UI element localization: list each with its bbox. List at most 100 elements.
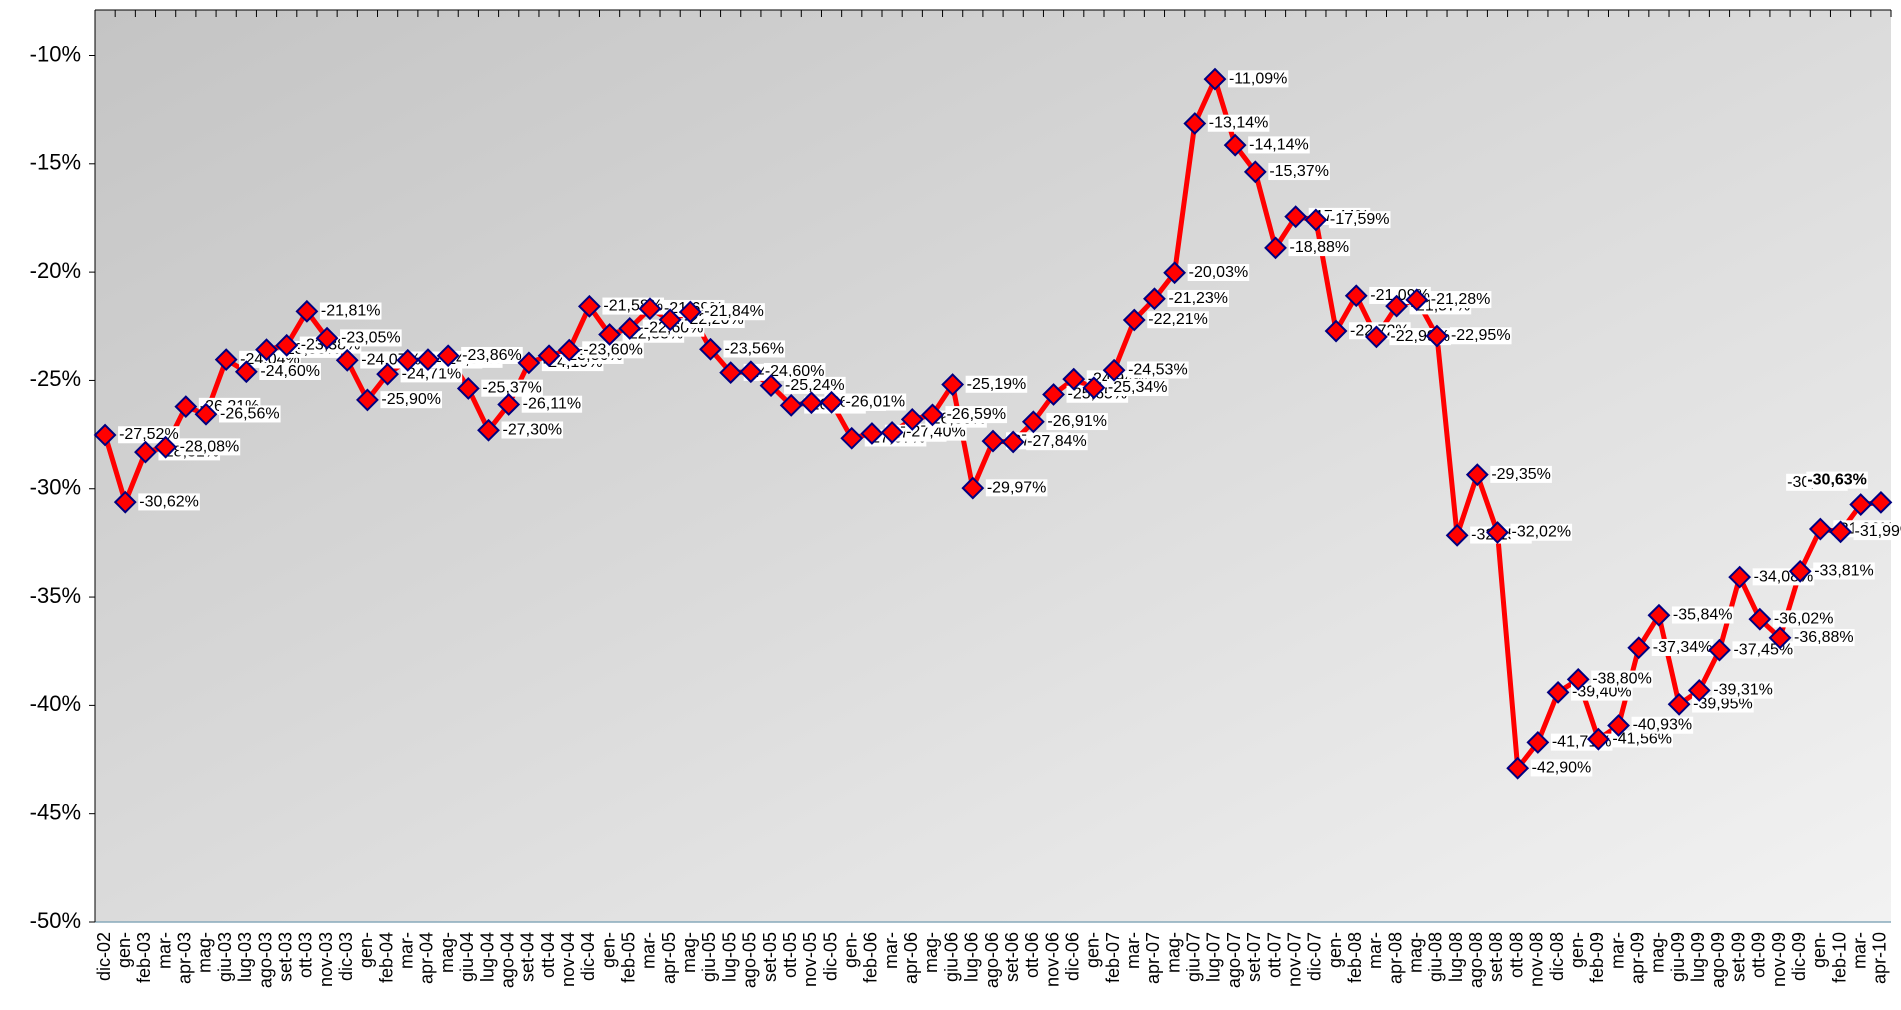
x-tick-label: mar- — [639, 932, 659, 969]
data-label-bg — [1712, 681, 1774, 699]
data-label-group: -26,56% — [218, 405, 281, 423]
marker — [981, 429, 1005, 453]
marker — [174, 395, 198, 419]
x-tick-label: nov-04 — [558, 932, 578, 987]
data-label-bg — [1806, 471, 1868, 489]
marker — [1849, 493, 1873, 516]
x-tick-label: mar- — [1849, 932, 1869, 969]
data-label-bg — [1571, 683, 1633, 701]
x-tick-label: dic-02 — [94, 932, 114, 981]
data-label: -25,37% — [482, 380, 542, 397]
data-label-group: -11,09% — [1227, 70, 1289, 88]
data-label: -25,90% — [381, 391, 441, 408]
data-label-group: -25,34% — [1106, 379, 1169, 397]
marker — [154, 435, 178, 459]
data-label-bg — [703, 303, 765, 321]
data-label-group: -14,14% — [1248, 136, 1310, 154]
data-label: -31,99% — [1855, 523, 1901, 540]
data-label-group: -36,02% — [1772, 610, 1835, 628]
data-label: -40,93% — [1633, 717, 1693, 734]
x-tick-label: apr-06 — [901, 932, 921, 984]
data-label-bg — [1207, 114, 1270, 132]
x-tick-label: dic-08 — [1547, 932, 1567, 981]
marker — [1728, 565, 1752, 589]
marker — [1768, 626, 1792, 650]
data-label-bg — [1631, 716, 1694, 734]
x-tick-label: dic-03 — [336, 932, 356, 981]
data-label-group: -25,90% — [380, 391, 443, 409]
x-tick-label: giu-07 — [1184, 932, 1204, 982]
data-label: -21,28% — [1431, 291, 1491, 308]
data-label-bg — [138, 493, 200, 511]
marker — [840, 426, 864, 450]
x-tick-label: set-05 — [760, 932, 780, 982]
data-label: -21,23% — [1168, 290, 1228, 307]
marker — [1223, 133, 1247, 157]
data-label-bg — [521, 395, 583, 413]
data-label-group: -25,24% — [784, 376, 846, 394]
x-tick-label: giu-09 — [1668, 932, 1688, 982]
data-label-group: -15,37% — [1268, 163, 1330, 181]
marker — [356, 388, 379, 412]
marker — [1647, 603, 1671, 627]
x-tick-label: mar- — [154, 932, 174, 969]
data-label-group: -25,37% — [481, 379, 543, 397]
x-tick-label: ago-07 — [1224, 932, 1244, 988]
x-tick-label: mag- — [679, 932, 699, 973]
data-label-bg — [501, 421, 564, 439]
data-label-group: -23,05% — [340, 329, 402, 347]
x-tick-label: ago-09 — [1708, 932, 1728, 988]
x-tick-label: apr-09 — [1628, 932, 1648, 984]
x-tick-label: mar- — [1123, 932, 1143, 969]
x-tick-label: gen- — [598, 932, 618, 968]
data-label-bg — [1046, 413, 1108, 431]
x-tick-label: nov-09 — [1769, 932, 1789, 987]
x-tick-label: giu-08 — [1426, 932, 1446, 982]
marker — [1243, 160, 1267, 184]
x-tick-label: giu-05 — [699, 932, 719, 982]
data-label-group: -27,40% — [905, 423, 967, 441]
marker — [1486, 521, 1509, 544]
data-label: -39,40% — [1572, 684, 1632, 701]
marker — [194, 402, 218, 426]
marker — [1324, 319, 1348, 343]
y-tick-label: -35% — [30, 583, 81, 608]
x-tick-label: apr-10 — [1870, 932, 1890, 984]
data-label-bg — [763, 362, 826, 381]
x-tick-label: lug-08 — [1446, 932, 1466, 982]
x-tick-label: mag- — [921, 932, 941, 973]
marker — [1042, 383, 1065, 406]
x-tick-label: ago-03 — [255, 932, 275, 988]
x-tick-label: feb-09 — [1587, 932, 1607, 983]
x-tick-label: feb-08 — [1345, 932, 1365, 983]
x-tick-label: set-08 — [1486, 932, 1506, 982]
x-tick-label: ago-04 — [497, 932, 517, 988]
x-tick-label: ott-04 — [538, 932, 558, 978]
x-tick-label: dic-06 — [1062, 932, 1082, 981]
data-label: -18,88% — [1290, 239, 1350, 256]
data-label: -32,02% — [1511, 524, 1571, 541]
x-tick-label: ott-06 — [1022, 932, 1042, 978]
data-label-group: -39,95% — [1692, 695, 1754, 713]
data-label-bg — [1147, 311, 1209, 329]
x-tick-label: mag- — [195, 932, 215, 973]
marker — [759, 374, 783, 398]
data-label-bg — [723, 340, 786, 358]
data-label-group: -41,56% — [1611, 730, 1673, 748]
data-label-group: -38,80% — [1591, 670, 1653, 688]
data-label-group: -26,59% — [945, 406, 1008, 424]
data-label: -27,84% — [1027, 433, 1087, 450]
data-label: -36,02% — [1774, 610, 1834, 627]
data-label-group: -28,08% — [178, 438, 241, 456]
data-label: -39,31% — [1713, 682, 1773, 699]
marker — [719, 361, 743, 385]
data-label: -13,14% — [1209, 115, 1269, 132]
data-label: -30,63% — [1807, 472, 1867, 489]
data-label: -25,24% — [785, 377, 845, 394]
data-label-bg — [1449, 327, 1512, 345]
data-label: -42,90% — [1532, 759, 1592, 776]
marker — [1748, 607, 1772, 631]
data-label-group: -22,95% — [1449, 327, 1512, 345]
marker — [598, 323, 621, 346]
